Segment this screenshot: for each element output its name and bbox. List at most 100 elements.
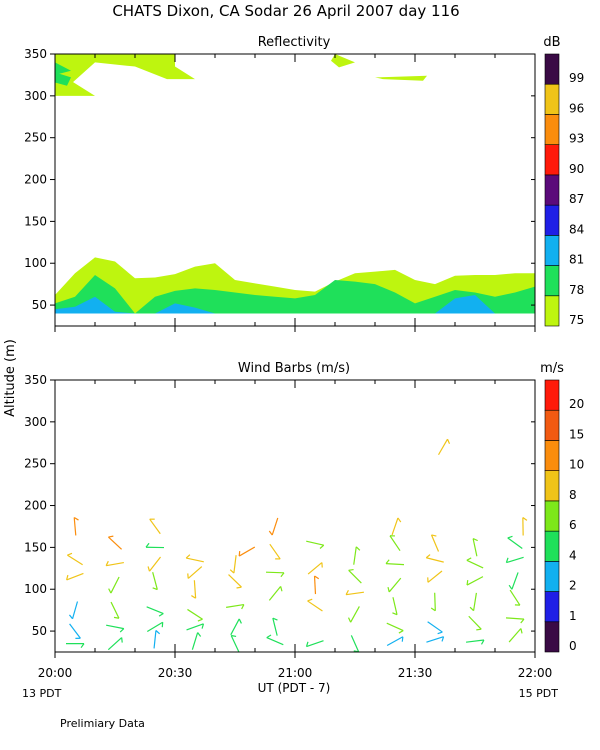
wind-barb-shaft — [233, 555, 237, 574]
wind-barb — [268, 517, 279, 536]
wind-barb-flag — [229, 569, 235, 574]
wind-barb — [145, 542, 165, 549]
wind-barb — [185, 554, 204, 563]
wind-barb-flag — [155, 630, 161, 635]
wind-barb-flag — [121, 637, 123, 643]
y-tick-label: 100 — [24, 582, 47, 596]
wind-barb — [507, 535, 523, 549]
wind-barb-shaft — [226, 603, 244, 608]
colorbar-label: 87 — [569, 192, 584, 206]
wind-barb-flag — [147, 566, 151, 572]
wind-barb-flag — [108, 588, 112, 594]
wind-barb — [472, 538, 478, 557]
wind-barb-shaft — [511, 572, 519, 590]
wind-barb-shaft — [186, 557, 204, 563]
reflectivity-patch — [55, 54, 195, 92]
wind-barb-shaft — [187, 608, 203, 620]
wind-barb-shaft — [73, 517, 77, 536]
wind-barb — [272, 617, 278, 636]
wind-barb — [347, 606, 360, 623]
wind-barb-flag — [348, 568, 354, 571]
x-tick-label: 20:00 — [38, 666, 73, 680]
wind-barb-shaft — [271, 517, 279, 536]
wind-barb-shaft — [66, 572, 84, 581]
wind-barb-shaft — [509, 589, 521, 606]
wind-barb-shaft — [266, 637, 284, 646]
wind-barb-shaft — [392, 597, 398, 615]
wind-barb-flag — [437, 631, 443, 635]
wind-barb-shaft — [430, 534, 440, 552]
wind-barb — [228, 574, 242, 589]
wind-barb-shaft — [191, 632, 199, 650]
wind-barb-flag — [398, 630, 404, 634]
wind-barb — [313, 575, 320, 595]
wind-barb-shaft — [152, 572, 158, 590]
wind-barb-shaft — [193, 580, 197, 599]
colorbar-label: 99 — [569, 71, 584, 85]
colorbar-label: 6 — [569, 518, 577, 532]
reflectivity-field — [55, 54, 535, 314]
wind-barb-shaft — [427, 570, 443, 583]
reflectivity-axes: 50 100 150 200 250 300 350 — [24, 47, 536, 332]
wind-barb-flag — [347, 617, 352, 623]
wind-barb-flag — [67, 552, 73, 556]
y-tick-label: 50 — [32, 298, 47, 312]
wind-barb-flag — [314, 575, 320, 580]
colorbar-swatch — [544, 174, 560, 206]
wind-barb-flag — [238, 551, 241, 557]
wind-barb-shaft — [350, 635, 360, 653]
wind-barb-flag — [66, 574, 69, 581]
wind-barb-flag — [191, 595, 196, 599]
wind-barb-flag — [145, 542, 150, 548]
wind-barb — [146, 621, 164, 633]
figure-title: CHATS Dixon, CA Sodar 26 April 2007 day … — [112, 2, 459, 20]
wind-barb-shaft — [307, 600, 323, 612]
wind-barb-shaft — [466, 576, 484, 586]
wind-barb-shaft — [230, 635, 240, 653]
y-axis-label: Altitude (m) — [3, 339, 18, 417]
wind-barb — [430, 592, 436, 612]
colorbar-label: 78 — [569, 283, 584, 297]
wind-barb-flag — [401, 636, 404, 642]
wind-barb-shaft — [149, 518, 161, 535]
colorbar-swatch — [544, 470, 560, 502]
wind-barb-flag — [387, 586, 390, 593]
wind-barb — [187, 566, 203, 579]
wind-barb — [509, 589, 521, 606]
wind-barb-shaft — [426, 636, 444, 643]
wind-barb-shaft — [306, 640, 324, 648]
wind-barb-flag — [522, 516, 528, 521]
wind-barb — [66, 643, 85, 649]
wind-barb — [186, 623, 205, 631]
wind-barb-flag — [472, 538, 478, 542]
wind-barbs-axes: 50 100 150 200 250 300 350 20:00 20:30 21:00 21:30… — [24, 373, 552, 680]
wind-barb-flag — [425, 554, 431, 559]
wind-barb-shaft — [388, 577, 402, 593]
wind-barb-shaft — [389, 535, 401, 551]
wind-barb-flag — [238, 618, 242, 624]
wind-barb-flag — [152, 587, 158, 591]
y-tick-label: 150 — [24, 214, 47, 228]
reflectivity-patch — [55, 72, 71, 86]
wind-barb-flag — [507, 535, 513, 539]
wind-barb-flag — [73, 516, 79, 521]
start-date-label: 13 PDT — [22, 687, 62, 700]
colorbar-swatch — [544, 561, 560, 592]
wind-barb — [226, 603, 245, 610]
wind-barb-flag — [280, 572, 285, 578]
wind-barb-shaft — [507, 537, 523, 549]
wind-barb-shaft — [306, 540, 324, 546]
colorbar-label: 8 — [569, 488, 577, 502]
reflectivity-colorbar: 75 78 81 84 87 90 93 96 99 — [544, 53, 584, 327]
wind-barb-flag — [266, 634, 272, 639]
wind-barb — [389, 535, 401, 551]
wind-barb — [386, 622, 404, 634]
wind-speed-colorbar: 0 1 2 4 6 8 10 15 20 — [544, 379, 584, 653]
colorbar-swatch — [544, 235, 560, 266]
wind-barb — [348, 568, 362, 584]
wind-speed-colorbar-unit: m/s — [540, 361, 564, 376]
reflectivity-panel: Reflectivity 50 100 150 200 250 300 350 75 78 81… — [24, 35, 584, 332]
wind-barb-flag — [280, 586, 283, 592]
end-date-label: 15 PDT — [519, 687, 559, 700]
colorbar-swatch — [544, 295, 560, 327]
